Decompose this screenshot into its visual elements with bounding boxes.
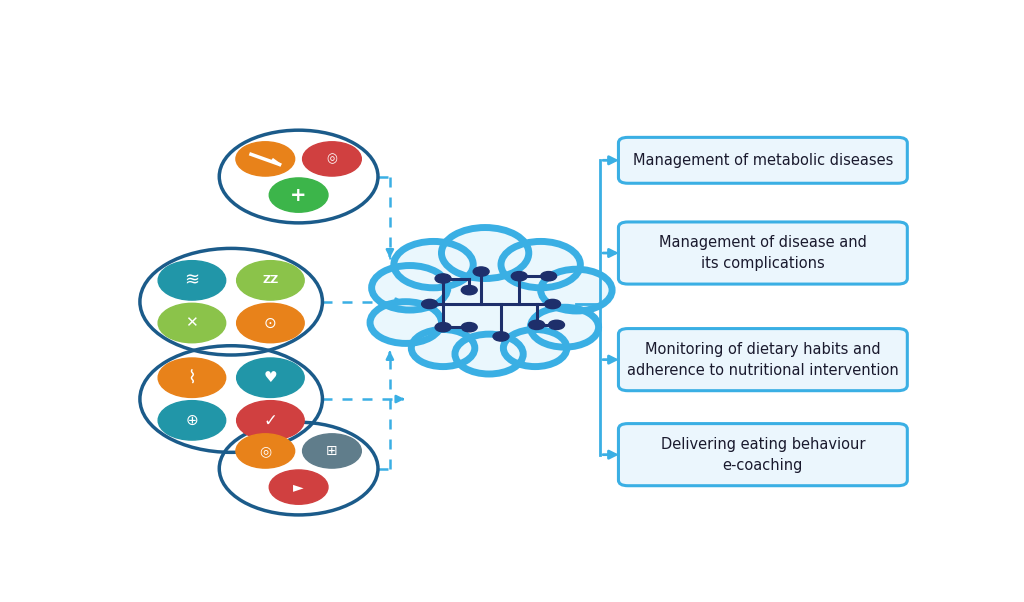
Circle shape [412, 329, 475, 367]
FancyBboxPatch shape [618, 137, 907, 183]
Circle shape [549, 320, 564, 329]
Circle shape [236, 434, 295, 468]
FancyBboxPatch shape [618, 329, 907, 391]
Text: ◎: ◎ [327, 152, 337, 166]
Text: ⊕: ⊕ [185, 413, 199, 428]
Text: ◎: ◎ [259, 444, 271, 458]
Circle shape [441, 228, 528, 279]
Circle shape [461, 285, 477, 295]
Circle shape [237, 358, 304, 397]
Circle shape [410, 258, 568, 350]
Text: ⊙: ⊙ [264, 315, 276, 330]
Circle shape [158, 358, 225, 397]
Circle shape [494, 332, 509, 341]
Text: Monitoring of dietary habits and
adherence to nutritional intervention: Monitoring of dietary habits and adheren… [627, 341, 899, 377]
Circle shape [269, 178, 328, 213]
Circle shape [511, 272, 527, 281]
Circle shape [530, 307, 599, 347]
Circle shape [372, 265, 447, 310]
Circle shape [158, 401, 225, 440]
Text: Delivering eating behaviour
e-coaching: Delivering eating behaviour e-coaching [660, 436, 865, 473]
Circle shape [269, 470, 328, 504]
Circle shape [461, 323, 477, 332]
Circle shape [528, 320, 545, 329]
Circle shape [541, 272, 557, 281]
Text: Management of disease and
its complications: Management of disease and its complicati… [658, 235, 867, 271]
Circle shape [237, 261, 304, 300]
Text: ♥: ♥ [263, 370, 278, 385]
Circle shape [435, 274, 451, 283]
Text: ✓: ✓ [263, 411, 278, 429]
Circle shape [435, 323, 451, 332]
Circle shape [545, 299, 560, 309]
Text: ✕: ✕ [185, 315, 199, 330]
Circle shape [422, 299, 437, 309]
Circle shape [541, 269, 612, 311]
Circle shape [158, 303, 225, 343]
Circle shape [237, 303, 304, 343]
Text: ⊞: ⊞ [326, 444, 338, 458]
Text: ZZ: ZZ [262, 275, 279, 285]
FancyBboxPatch shape [618, 222, 907, 284]
Circle shape [394, 241, 473, 288]
Circle shape [504, 329, 567, 367]
Circle shape [501, 241, 581, 288]
Circle shape [473, 267, 489, 276]
Text: ►: ► [293, 480, 304, 494]
Text: Management of metabolic diseases: Management of metabolic diseases [633, 153, 893, 168]
Circle shape [303, 141, 361, 176]
Circle shape [158, 261, 225, 300]
Text: ⌇: ⌇ [187, 368, 197, 386]
Text: +: + [291, 185, 307, 205]
Circle shape [236, 141, 295, 176]
Circle shape [370, 302, 441, 343]
FancyBboxPatch shape [618, 424, 907, 486]
Circle shape [303, 434, 361, 468]
Circle shape [237, 401, 304, 440]
Circle shape [455, 334, 523, 374]
Text: ≋: ≋ [184, 272, 200, 290]
